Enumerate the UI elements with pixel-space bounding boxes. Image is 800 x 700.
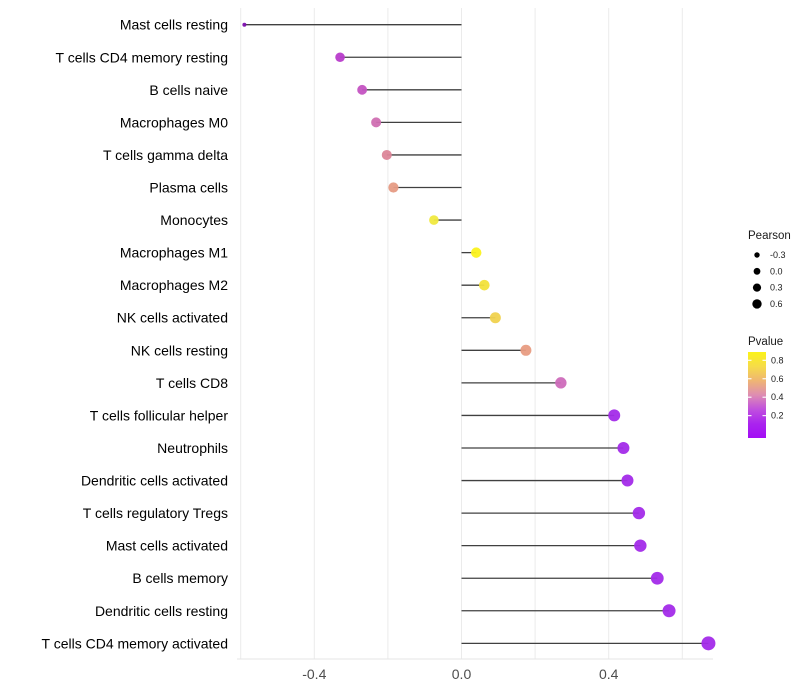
lollipop-dot — [429, 215, 439, 225]
size-legend-label: -0.3 — [770, 250, 786, 260]
category-label: T cells CD8 — [156, 375, 228, 391]
lollipop-dot — [608, 409, 621, 422]
lollipop-dot — [617, 441, 630, 454]
lollipop-dot — [555, 377, 567, 389]
size-legend-label: 0.6 — [770, 299, 783, 309]
lollipop-dot — [371, 117, 382, 128]
size-legend-key-dot — [753, 267, 761, 275]
category-label: T cells CD4 memory resting — [56, 49, 228, 65]
x-tick-label: -0.4 — [302, 666, 326, 682]
color-legend-title: Pvalue — [748, 336, 783, 348]
lollipop-dot — [632, 506, 646, 520]
lollipop-dot — [489, 312, 501, 324]
lollipop-dot — [357, 84, 368, 95]
category-label: B cells naive — [149, 82, 228, 98]
lollipop-dot — [242, 22, 247, 27]
category-label: Mast cells activated — [106, 538, 228, 554]
category-label: T cells follicular helper — [90, 407, 229, 423]
category-label: Plasma cells — [149, 180, 228, 196]
category-label: NK cells resting — [131, 342, 228, 358]
category-label: NK cells activated — [117, 310, 228, 326]
color-legend-label: 0.2 — [771, 411, 784, 421]
category-label: T cells regulatory Tregs — [83, 505, 228, 521]
category-label: Dendritic cells resting — [95, 603, 228, 619]
size-legend-key-dot — [752, 283, 762, 292]
size-legend-label: 0.3 — [770, 283, 783, 293]
lollipop-dot — [479, 279, 490, 291]
lollipop-dot — [388, 182, 399, 193]
size-legend-title: Pearson — [748, 230, 791, 242]
category-label: Macrophages M1 — [120, 245, 228, 261]
lollipop-dot — [520, 344, 532, 356]
category-label: Macrophages M2 — [120, 277, 228, 293]
lollipop-dot — [621, 474, 634, 487]
lollipop-dot — [701, 636, 716, 651]
lollipop-dot — [335, 52, 345, 63]
size-legend-label: 0.0 — [770, 266, 783, 276]
category-label: Neutrophils — [157, 440, 228, 456]
pvalue-gradient-bar — [748, 352, 766, 438]
category-label: Dendritic cells activated — [81, 473, 228, 489]
category-label: T cells gamma delta — [103, 147, 228, 163]
color-legend-label: 0.6 — [771, 374, 784, 384]
lollipop-dot — [634, 539, 647, 552]
color-legend-label: 0.8 — [771, 355, 784, 365]
category-label: Macrophages M0 — [120, 114, 228, 130]
x-tick-label: 0.4 — [599, 666, 619, 682]
lollipop-dot — [662, 604, 676, 618]
x-tick-label: 0.0 — [452, 666, 472, 682]
size-legend-key-dot — [752, 299, 762, 309]
category-label: T cells CD4 memory activated — [42, 635, 228, 651]
color-legend-label: 0.4 — [771, 392, 784, 402]
category-label: B cells memory — [132, 570, 228, 586]
category-label: Monocytes — [160, 212, 228, 228]
category-label: Mast cells resting — [120, 17, 228, 33]
lollipop-dot — [471, 247, 482, 258]
lollipop-dot — [381, 149, 392, 160]
size-legend-key-dot — [754, 252, 760, 258]
lollipop-dot — [650, 571, 664, 585]
